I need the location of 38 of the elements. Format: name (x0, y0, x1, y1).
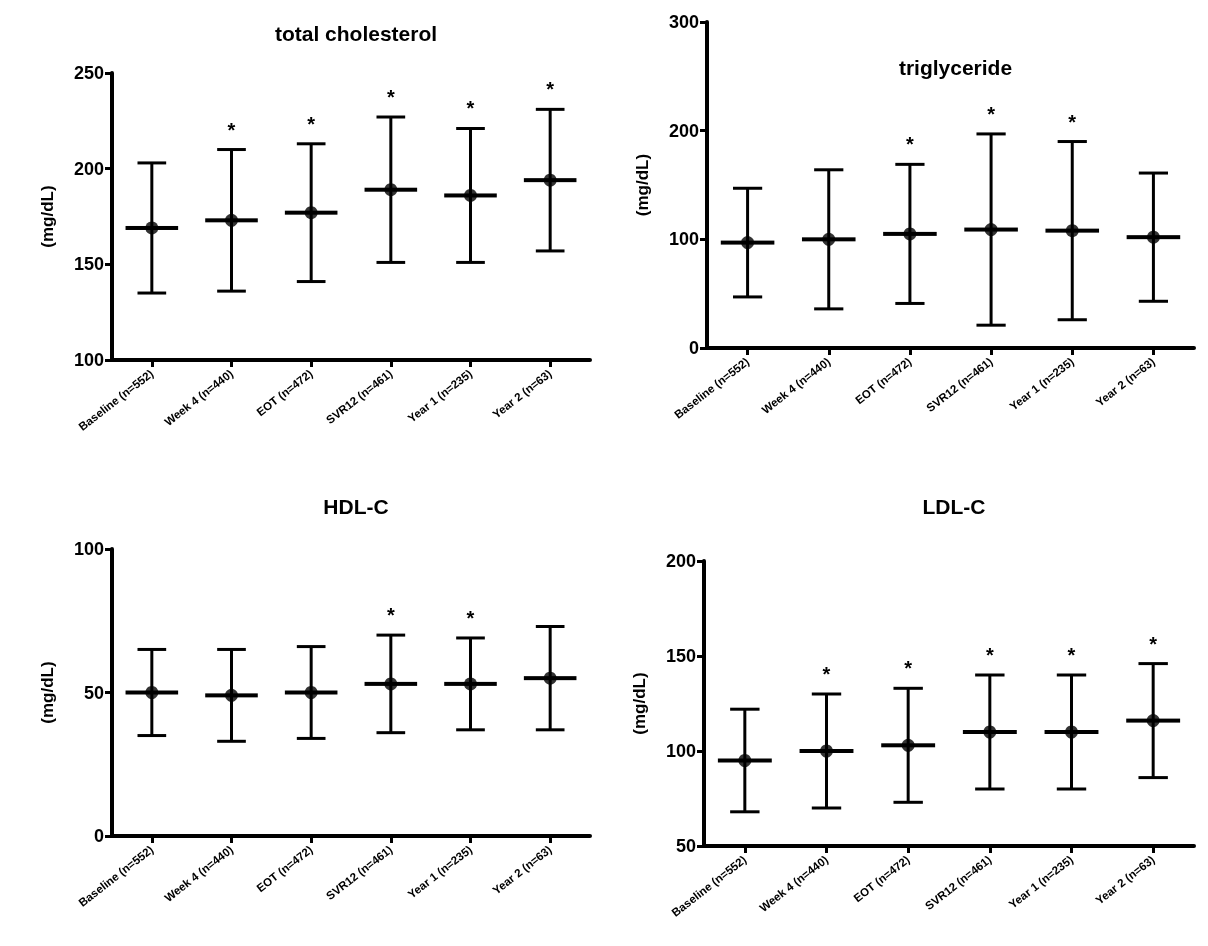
chart-title: LDL-C (922, 495, 986, 518)
y-tick-label: 150 (73, 254, 104, 275)
y-tick-label: 100 (668, 229, 699, 250)
y-tick-label: 200 (668, 120, 699, 141)
y-tick-label: 200 (665, 551, 696, 571)
annotation: * (904, 657, 913, 680)
y-tick-label: 100 (73, 350, 104, 370)
y-tick-label: 50 (83, 682, 104, 703)
annotation: * (1067, 644, 1076, 666)
chart-title: total cholesterol (274, 22, 438, 45)
y-tick-label: 200 (73, 158, 104, 179)
annotation: * (386, 86, 395, 109)
y-tick-label: 300 (668, 12, 699, 32)
annotation: * (1068, 110, 1077, 133)
y-tick-label: 100 (665, 741, 696, 761)
annotation: * (546, 78, 555, 101)
y-tick-label: 250 (73, 63, 104, 83)
annotation: * (466, 97, 475, 120)
annotation: * (822, 663, 831, 685)
y-axis-title: (mg/dL) (38, 185, 57, 248)
annotation: * (466, 606, 475, 629)
y-axis-title: (mg/dL) (38, 661, 57, 724)
y-tick-label: 50 (675, 836, 696, 856)
annotation: * (386, 604, 395, 627)
annotation: * (227, 118, 236, 141)
chart-title: HDL-C (323, 495, 389, 518)
y-tick-label: 0 (93, 826, 104, 846)
y-axis-title: (mg/dL) (633, 153, 652, 217)
y-tick-label: 150 (665, 646, 696, 666)
text: triglyceride (898, 56, 1013, 79)
y-axis-title: (mg/dL) (630, 672, 649, 735)
annotation: * (307, 112, 316, 135)
annotation: * (987, 102, 996, 125)
y-tick-label: 100 (73, 539, 104, 559)
annotation: * (906, 133, 915, 156)
annotation: * (1149, 632, 1158, 655)
y-tick-label: 0 (688, 338, 699, 358)
annotation: * (985, 644, 994, 666)
